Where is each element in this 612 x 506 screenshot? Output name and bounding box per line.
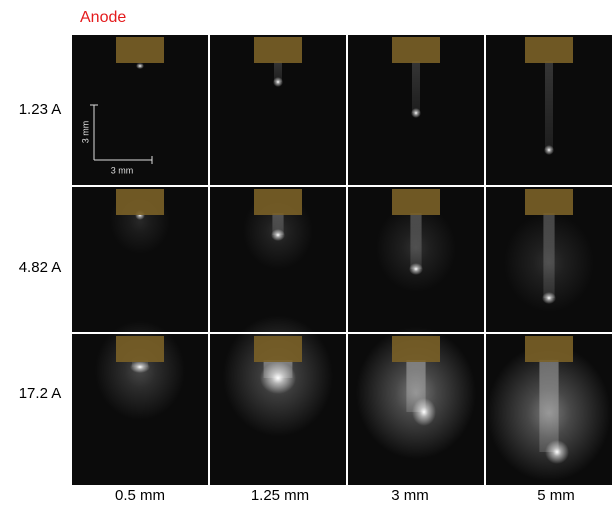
anode xyxy=(116,336,164,362)
plasma-spot xyxy=(130,361,150,373)
column-label: 0.5 mm xyxy=(115,487,165,504)
column-label: 1.25 mm xyxy=(251,487,309,504)
anode xyxy=(254,336,302,362)
plasma-spot xyxy=(545,440,569,464)
plasma-spot xyxy=(271,229,285,241)
column-label: 5 mm xyxy=(537,487,575,504)
plasma-column xyxy=(410,213,422,269)
anode xyxy=(116,37,164,63)
plasma-column xyxy=(543,213,555,298)
plasma-spot xyxy=(273,77,283,87)
anode xyxy=(392,336,440,362)
anode xyxy=(525,336,573,362)
plasma-spot xyxy=(544,145,554,155)
row-label: 17.2 A xyxy=(19,385,62,402)
plasma-column xyxy=(539,360,559,452)
header-title: Anode xyxy=(80,9,126,26)
column-label: 3 mm xyxy=(391,487,429,504)
plasma-spot xyxy=(409,263,423,275)
plasma-column xyxy=(412,61,420,113)
anode xyxy=(525,189,573,215)
anode xyxy=(525,37,573,63)
plasma-spot xyxy=(411,108,421,118)
anode xyxy=(116,189,164,215)
scale-bar xyxy=(90,104,153,164)
plasma-spot xyxy=(412,398,436,426)
row-label: 4.82 A xyxy=(19,259,62,276)
plasma-spot xyxy=(260,362,296,394)
row-label: 1.23 A xyxy=(19,101,62,118)
anode xyxy=(392,189,440,215)
scale-bar-label: 3 mm xyxy=(80,121,90,144)
anode xyxy=(392,37,440,63)
scale-bar-label: 3 mm xyxy=(111,165,134,175)
plasma-spot xyxy=(136,63,144,69)
plasma-spot xyxy=(542,292,556,304)
plasma-column xyxy=(545,61,553,150)
plasma-column xyxy=(272,213,284,235)
plasma-column xyxy=(274,61,282,82)
anode xyxy=(254,37,302,63)
image-grid xyxy=(72,35,612,485)
anode xyxy=(254,189,302,215)
